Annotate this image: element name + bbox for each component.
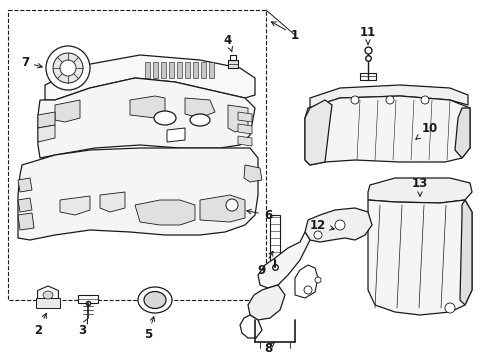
Text: 8: 8 (264, 342, 274, 355)
Polygon shape (201, 62, 205, 78)
Polygon shape (38, 125, 55, 142)
Polygon shape (18, 148, 258, 240)
Polygon shape (305, 208, 371, 242)
Text: 13: 13 (411, 176, 427, 196)
Polygon shape (238, 124, 251, 134)
Polygon shape (454, 108, 469, 158)
Polygon shape (36, 298, 60, 308)
Polygon shape (258, 232, 309, 288)
Polygon shape (294, 265, 317, 298)
Circle shape (225, 199, 238, 211)
Polygon shape (38, 112, 55, 128)
Ellipse shape (138, 287, 172, 313)
Polygon shape (359, 73, 375, 80)
Polygon shape (367, 200, 471, 315)
Polygon shape (38, 286, 58, 304)
Polygon shape (45, 55, 254, 100)
Polygon shape (100, 192, 125, 212)
Polygon shape (55, 100, 80, 122)
Polygon shape (305, 100, 331, 165)
Polygon shape (18, 178, 32, 192)
Polygon shape (18, 198, 32, 212)
Text: 1: 1 (271, 22, 299, 41)
Polygon shape (184, 98, 215, 118)
Polygon shape (38, 78, 254, 158)
Polygon shape (238, 112, 251, 122)
Circle shape (46, 46, 90, 90)
Polygon shape (161, 62, 165, 78)
Text: 11: 11 (359, 26, 375, 44)
Text: 7: 7 (21, 55, 42, 68)
Circle shape (334, 220, 345, 230)
Polygon shape (184, 62, 190, 78)
Polygon shape (240, 315, 262, 338)
Polygon shape (305, 96, 469, 165)
Polygon shape (169, 62, 174, 78)
Text: 3: 3 (78, 318, 88, 337)
Polygon shape (200, 195, 244, 222)
Circle shape (444, 303, 454, 313)
Circle shape (53, 53, 83, 83)
Polygon shape (193, 62, 198, 78)
Circle shape (420, 96, 428, 104)
Polygon shape (145, 62, 150, 78)
Polygon shape (18, 213, 34, 230)
Text: 12: 12 (309, 219, 334, 231)
Circle shape (313, 231, 321, 239)
Polygon shape (167, 128, 184, 142)
Polygon shape (227, 60, 238, 68)
Polygon shape (238, 136, 251, 146)
Polygon shape (153, 62, 158, 78)
Polygon shape (227, 105, 247, 132)
Text: 9: 9 (257, 251, 272, 276)
Polygon shape (269, 215, 280, 260)
Polygon shape (459, 200, 471, 305)
Text: 5: 5 (143, 317, 154, 342)
Ellipse shape (143, 292, 165, 309)
Polygon shape (177, 62, 182, 78)
Circle shape (60, 60, 76, 76)
Text: 2: 2 (34, 314, 46, 337)
Bar (8, 10, 265, 300)
Polygon shape (130, 96, 164, 118)
Text: 4: 4 (224, 33, 232, 52)
Polygon shape (208, 62, 214, 78)
Text: 10: 10 (415, 122, 437, 139)
Circle shape (350, 96, 358, 104)
Circle shape (385, 96, 393, 104)
Polygon shape (78, 295, 98, 303)
Polygon shape (60, 196, 90, 215)
Ellipse shape (190, 114, 209, 126)
Polygon shape (367, 178, 471, 203)
Text: 6: 6 (246, 208, 271, 221)
Polygon shape (244, 165, 262, 182)
Polygon shape (247, 285, 285, 320)
Circle shape (314, 277, 320, 283)
Polygon shape (135, 200, 195, 225)
Ellipse shape (154, 111, 176, 125)
Polygon shape (309, 85, 467, 108)
Circle shape (304, 286, 311, 294)
Ellipse shape (43, 291, 53, 299)
Polygon shape (229, 55, 236, 60)
